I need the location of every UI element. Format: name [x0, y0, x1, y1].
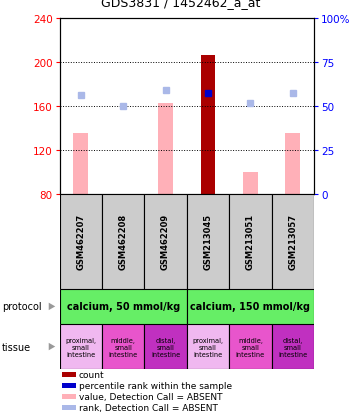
Text: GSM462209: GSM462209 [161, 214, 170, 270]
Text: proximal,
small
intestine: proximal, small intestine [65, 337, 96, 357]
Text: GSM213057: GSM213057 [288, 214, 297, 270]
Text: middle,
small
intestine: middle, small intestine [236, 337, 265, 357]
Bar [62, 394, 76, 399]
Bar [62, 405, 76, 410]
Bar [272, 324, 314, 369]
Bar [272, 194, 314, 289]
Bar [60, 289, 187, 324]
Bar [144, 324, 187, 369]
Bar [73, 134, 88, 194]
Text: count: count [79, 370, 104, 379]
Bar [60, 194, 102, 289]
Bar [187, 324, 229, 369]
Bar [187, 194, 229, 289]
Bar [102, 324, 144, 369]
Bar [286, 134, 300, 194]
Text: GSM213045: GSM213045 [204, 214, 213, 270]
Text: GSM462207: GSM462207 [76, 214, 85, 270]
Text: distal,
small
intestine: distal, small intestine [151, 337, 180, 357]
Bar [102, 194, 144, 289]
Bar [158, 104, 173, 194]
Text: GSM213051: GSM213051 [246, 214, 255, 270]
Bar [62, 383, 76, 388]
Bar [144, 194, 187, 289]
Text: proximal,
small
intestine: proximal, small intestine [192, 337, 223, 357]
Bar [201, 55, 216, 194]
Bar [229, 324, 271, 369]
Text: percentile rank within the sample: percentile rank within the sample [79, 381, 232, 390]
Bar [243, 172, 258, 194]
Text: middle,
small
intestine: middle, small intestine [109, 337, 138, 357]
Bar [62, 373, 76, 377]
Text: GSM462208: GSM462208 [119, 214, 128, 270]
Text: distal,
small
intestine: distal, small intestine [278, 337, 308, 357]
Text: tissue: tissue [2, 342, 31, 352]
Bar [229, 194, 271, 289]
Text: value, Detection Call = ABSENT: value, Detection Call = ABSENT [79, 392, 222, 401]
Text: rank, Detection Call = ABSENT: rank, Detection Call = ABSENT [79, 403, 218, 412]
Bar [187, 289, 314, 324]
Bar [60, 324, 102, 369]
Text: calcium, 50 mmol/kg: calcium, 50 mmol/kg [66, 301, 180, 312]
Text: GDS3831 / 1452462_a_at: GDS3831 / 1452462_a_at [101, 0, 260, 9]
Text: calcium, 150 mmol/kg: calcium, 150 mmol/kg [191, 301, 310, 312]
Text: protocol: protocol [2, 301, 42, 312]
